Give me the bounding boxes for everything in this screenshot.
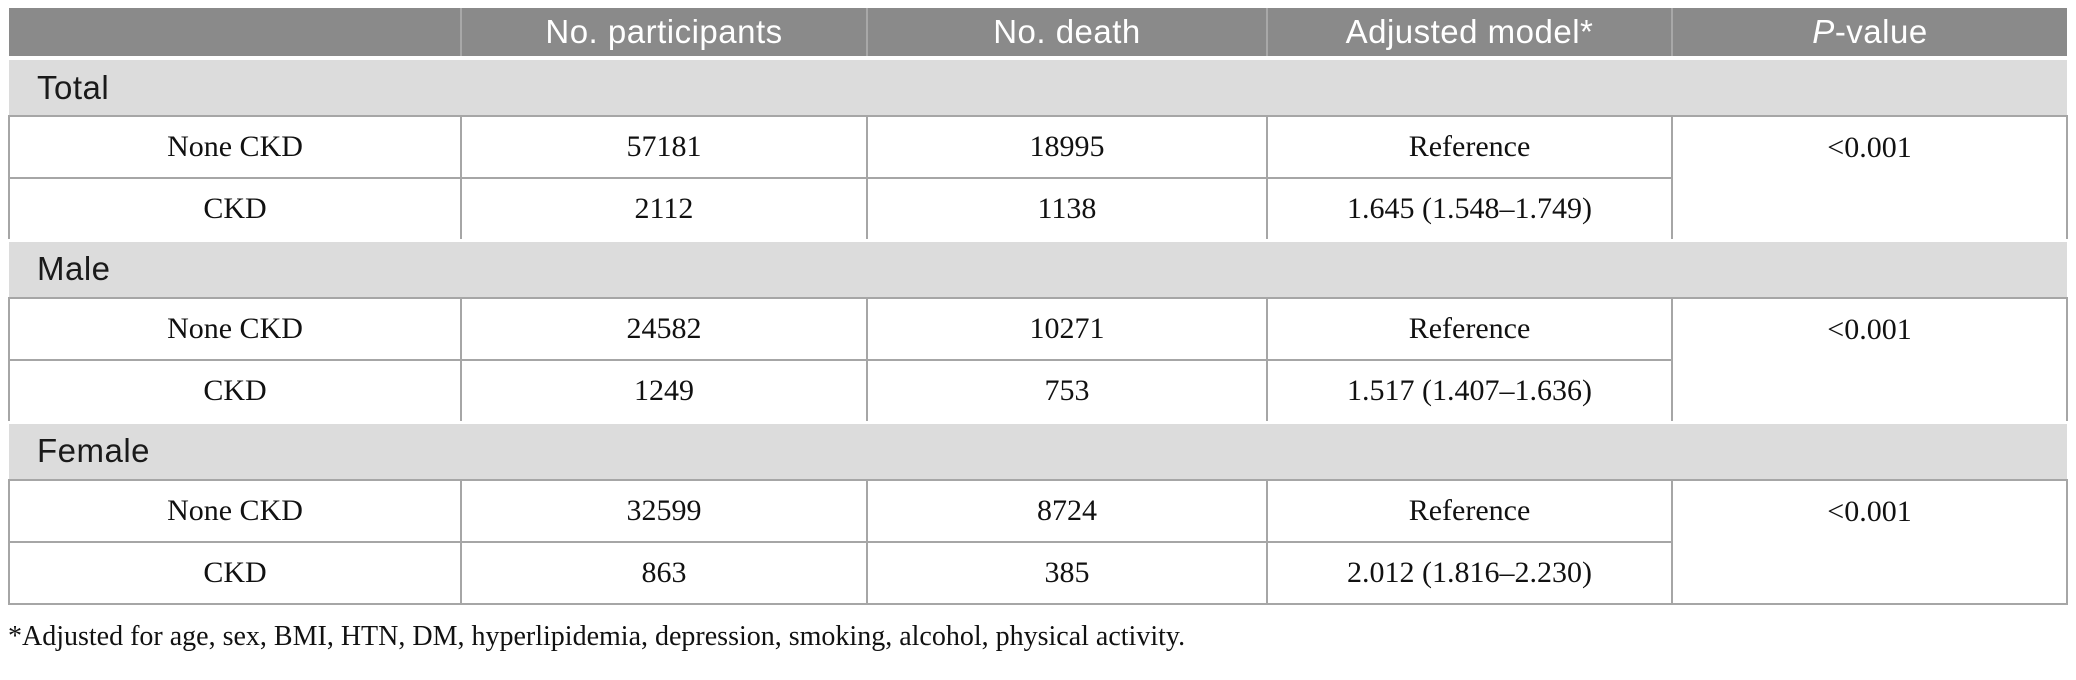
header-cell-group xyxy=(9,8,461,60)
p-value-cell: <0.001 xyxy=(1671,115,2068,241)
section-label-total: Total xyxy=(9,56,2067,117)
participants-cell: 1249 xyxy=(460,359,868,423)
participants-cell: 24582 xyxy=(460,297,868,361)
mortality-table-figure: No. participants No. death Adjusted mode… xyxy=(8,8,2068,653)
table-row: None CKD 57181 18995 Reference <0.001 xyxy=(8,115,2068,241)
deaths-cell: 18995 xyxy=(866,115,1268,179)
group-cell: None CKD xyxy=(8,479,462,543)
table-row: CKD 1249 753 1.517 (1.407–1.636) xyxy=(8,359,2067,423)
group-cell: CKD xyxy=(8,177,462,241)
table-row: CKD 863 385 2.012 (1.816–2.230) xyxy=(8,541,2067,605)
participants-cell: 32599 xyxy=(460,479,868,543)
section-label-female: Female xyxy=(9,420,2067,481)
model-cell: Reference xyxy=(1266,297,1673,361)
p-value-cell: <0.001 xyxy=(1671,479,2068,605)
header-cell-p-value: P-value xyxy=(1671,8,2067,60)
group-cell: None CKD xyxy=(8,297,462,361)
table-row: CKD 2112 1138 1.645 (1.548–1.749) xyxy=(8,177,2067,241)
header-cell-deaths: No. death xyxy=(866,8,1267,60)
group-cell: CKD xyxy=(8,541,462,605)
model-cell: 1.517 (1.407–1.636) xyxy=(1266,359,1673,423)
model-cell: 2.012 (1.816–2.230) xyxy=(1266,541,1673,605)
header-cell-adjusted-model: Adjusted model* xyxy=(1266,8,1672,60)
deaths-cell: 8724 xyxy=(866,479,1268,543)
table-header: No. participants No. death Adjusted mode… xyxy=(9,8,2067,60)
participants-cell: 863 xyxy=(460,541,868,605)
model-cell: Reference xyxy=(1266,479,1673,543)
section-label-male: Male xyxy=(9,238,2067,299)
p-value-italic-letter: P xyxy=(1812,13,1835,50)
table-row: None CKD 32599 8724 Reference <0.001 xyxy=(8,479,2068,605)
header-row: No. participants No. death Adjusted mode… xyxy=(9,8,2067,60)
deaths-cell: 10271 xyxy=(866,297,1268,361)
section-row-female: Female xyxy=(9,420,2067,481)
p-value-cell: <0.001 xyxy=(1671,297,2068,423)
participants-cell: 57181 xyxy=(460,115,868,179)
section-row-male: Male xyxy=(9,238,2067,299)
group-cell: None CKD xyxy=(8,115,462,179)
header-cell-participants: No. participants xyxy=(460,8,867,60)
ckd-mortality-table: No. participants No. death Adjusted mode… xyxy=(8,8,2068,605)
table-footnote: *Adjusted for age, sex, BMI, HTN, DM, hy… xyxy=(8,621,1186,652)
group-cell: CKD xyxy=(8,359,462,423)
model-cell: Reference xyxy=(1266,115,1673,179)
deaths-cell: 753 xyxy=(866,359,1268,423)
participants-cell: 2112 xyxy=(460,177,868,241)
p-value-rest: -value xyxy=(1834,13,1928,50)
table-row: None CKD 24582 10271 Reference <0.001 xyxy=(8,297,2068,423)
model-cell: 1.645 (1.548–1.749) xyxy=(1266,177,1673,241)
section-row-total: Total xyxy=(9,56,2067,117)
deaths-cell: 385 xyxy=(866,541,1268,605)
deaths-cell: 1138 xyxy=(866,177,1268,241)
